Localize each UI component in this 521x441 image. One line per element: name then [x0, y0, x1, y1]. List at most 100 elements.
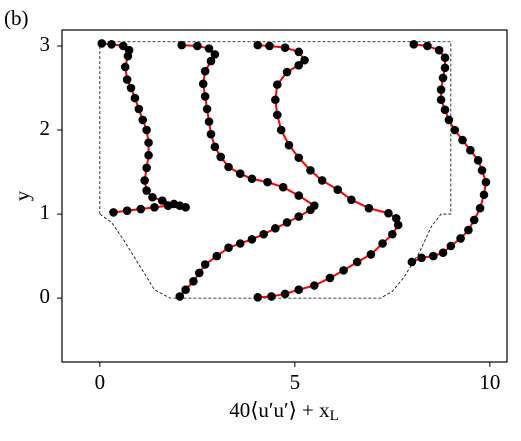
data-point: [189, 277, 198, 286]
y-tick-label: 3: [40, 32, 51, 56]
data-point: [339, 266, 348, 275]
data-point: [306, 166, 315, 175]
data-point: [294, 191, 304, 200]
data-point: [193, 41, 202, 51]
data-point: [440, 63, 450, 73]
data-point: [206, 56, 216, 66]
data-point: [310, 201, 319, 210]
data-point: [224, 162, 233, 172]
data-point: [481, 177, 491, 187]
x-tick-label: 5: [290, 370, 301, 394]
data-point: [407, 257, 417, 267]
data-point: [136, 204, 146, 214]
data-point: [310, 281, 319, 290]
data-point: [181, 203, 190, 212]
data-point: [247, 234, 257, 244]
data-point: [122, 206, 132, 216]
data-point: [444, 115, 454, 125]
data-point: [436, 85, 446, 94]
data-point: [294, 61, 304, 70]
data-point: [272, 110, 282, 120]
data-point: [169, 199, 179, 209]
data-point: [475, 203, 485, 213]
data-point: [458, 135, 467, 145]
data-point: [181, 285, 190, 295]
data-point: [224, 243, 233, 252]
data-point: [157, 196, 167, 205]
data-point: [194, 268, 204, 278]
data-point: [272, 80, 282, 89]
data-point: [294, 285, 304, 295]
data-point: [265, 41, 274, 51]
data-point: [428, 251, 438, 261]
data-point: [280, 289, 290, 299]
data-point: [294, 212, 304, 221]
data-point: [235, 169, 245, 179]
profile-line: [411, 43, 487, 263]
data-point: [253, 292, 263, 302]
data-point: [175, 292, 185, 301]
data-point: [333, 185, 343, 194]
data-point: [150, 203, 159, 212]
data-point: [378, 239, 387, 248]
data-point: [469, 215, 479, 225]
panel-label: (b): [4, 6, 29, 30]
data-point: [142, 163, 151, 173]
data-point: [456, 234, 465, 243]
data-point: [466, 145, 475, 155]
data-point: [384, 208, 393, 218]
data-point: [107, 39, 116, 49]
data-point: [450, 125, 460, 135]
profile-line: [179, 44, 316, 298]
data-point: [325, 273, 335, 283]
data-point: [434, 45, 444, 55]
data-point: [271, 95, 280, 105]
data-point: [210, 142, 220, 152]
data-point: [267, 292, 276, 301]
data-point: [271, 224, 280, 233]
data-point: [440, 105, 450, 115]
data-point: [438, 248, 448, 258]
data-point: [198, 79, 208, 89]
geometry-outline: [99, 41, 452, 299]
data-point: [144, 150, 153, 160]
data-point: [440, 53, 450, 63]
data-point: [423, 41, 432, 51]
y-tick-label: 0: [40, 284, 51, 308]
data-point: [276, 125, 286, 135]
data-point: [142, 125, 151, 135]
data-point: [206, 129, 216, 139]
data-point: [446, 241, 456, 251]
data-point: [202, 104, 212, 114]
data-point: [294, 47, 304, 57]
data-point: [216, 152, 226, 162]
plot-frame: [61, 29, 508, 363]
data-point: [148, 192, 157, 202]
data-point: [247, 174, 257, 184]
data-point: [317, 176, 327, 185]
data-point: [388, 229, 397, 239]
data-point: [204, 44, 214, 53]
data-point: [200, 66, 210, 76]
data-point: [352, 257, 362, 267]
data-point: [278, 182, 288, 192]
data-point: [177, 40, 187, 50]
y-tick-label: 2: [40, 116, 51, 140]
data-point: [409, 39, 419, 49]
x-tick-label: 10: [479, 370, 500, 394]
data-point: [130, 93, 140, 103]
y-axis-label: y: [10, 190, 34, 201]
data-point: [126, 83, 136, 93]
data-point: [235, 239, 245, 248]
y-tick-label: 1: [40, 200, 51, 224]
data-point: [477, 166, 487, 175]
data-point: [436, 95, 446, 105]
data-point: [109, 208, 118, 217]
x-tick-label: 0: [95, 370, 106, 394]
data-point: [118, 41, 128, 51]
data-point: [253, 40, 263, 50]
data-point: [263, 177, 272, 187]
data-point: [438, 73, 448, 83]
data-point: [391, 213, 401, 223]
